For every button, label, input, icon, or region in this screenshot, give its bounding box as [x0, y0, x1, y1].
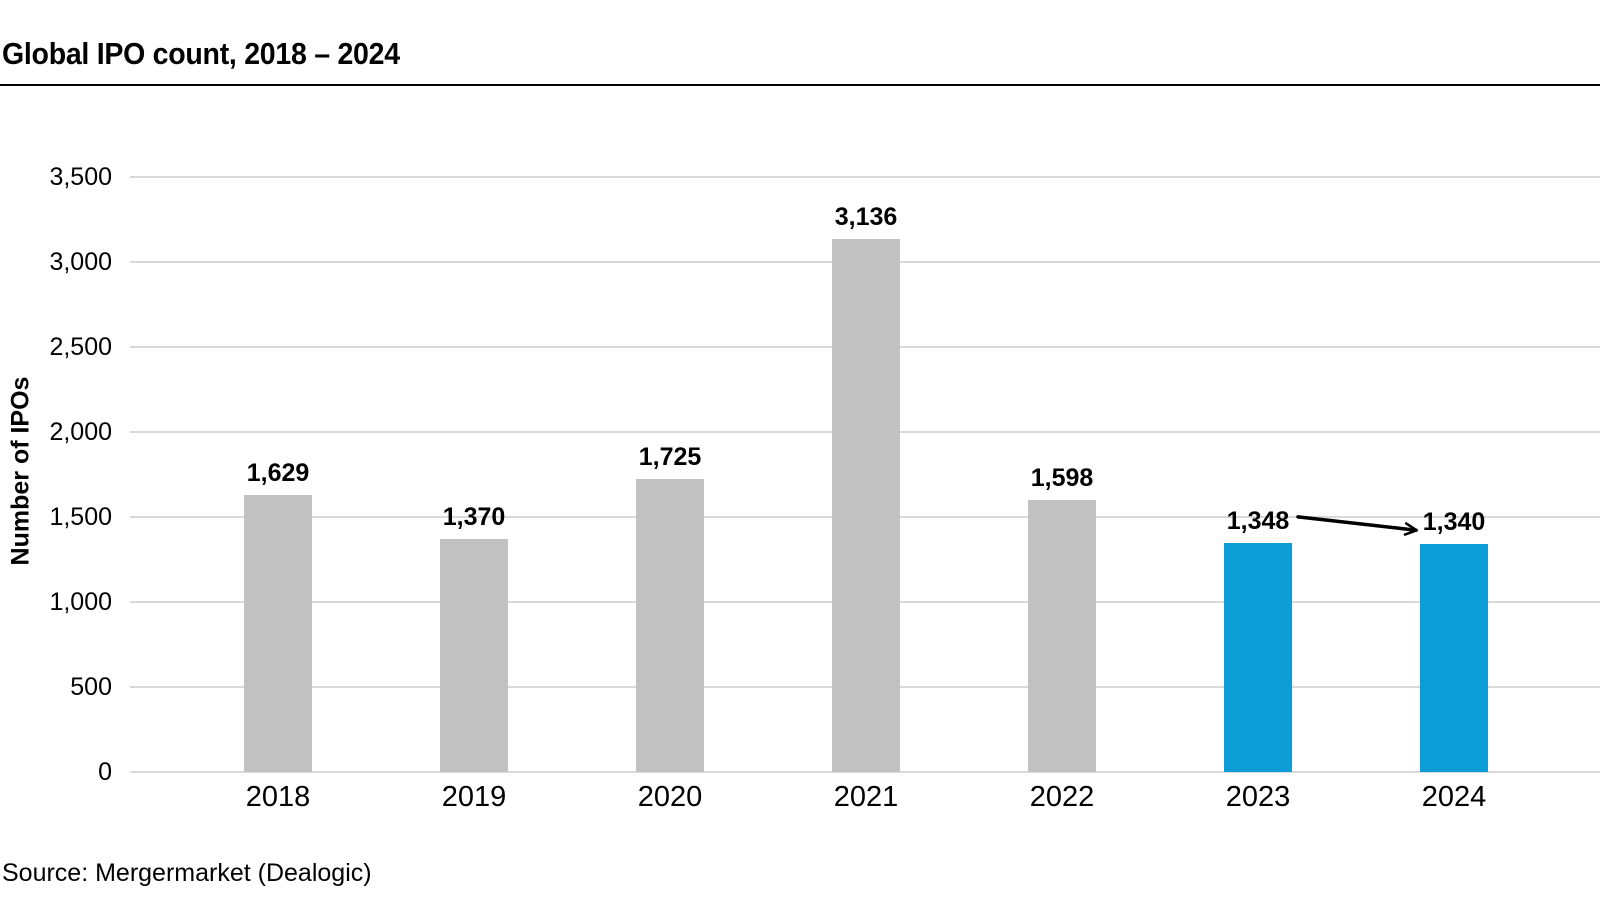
x-axis-tick-label: 2018 — [245, 781, 311, 813]
bar-2018 — [244, 495, 312, 772]
grid-line — [130, 771, 1600, 773]
bar-value-label: 3,136 — [834, 202, 898, 231]
grid-line — [130, 176, 1600, 178]
bar-2019 — [440, 539, 508, 772]
bar-value-label: 1,348 — [1226, 506, 1290, 535]
y-axis-tick-label: 3,000 — [49, 248, 112, 276]
bar-value-label: 1,725 — [638, 442, 702, 471]
x-axis-tick-label: 2024 — [1421, 781, 1487, 813]
x-axis-tick-label: 2023 — [1225, 781, 1291, 813]
y-axis-tick-label: 3,500 — [49, 163, 112, 191]
bar-value-label: 1,598 — [1030, 464, 1094, 493]
bar-2020 — [636, 478, 704, 772]
bar-value-label: 1,370 — [442, 503, 506, 532]
y-axis-tick-label: 2,000 — [49, 418, 112, 446]
y-axis-tick-label: 1,500 — [49, 503, 112, 531]
x-axis-tick-label: 2022 — [1029, 781, 1095, 813]
bar-value-label: 1,340 — [1422, 508, 1486, 537]
bar-2024 — [1420, 544, 1488, 772]
x-axis-tick-label: 2021 — [833, 781, 899, 813]
bar-2022 — [1028, 500, 1096, 772]
x-axis-tick-label: 2020 — [637, 781, 703, 813]
bar-2023 — [1224, 542, 1292, 772]
x-axis-tick-label: 2019 — [441, 781, 507, 813]
source-note: Source: Mergermarket (Dealogic) — [2, 859, 372, 887]
title-divider-line — [0, 84, 1600, 86]
y-axis-tick-label: 1,000 — [49, 588, 112, 616]
chart-title: Global IPO count, 2018 – 2024 — [2, 36, 400, 71]
bar-2021 — [832, 238, 900, 772]
y-axis-title: Number of IPOs — [6, 376, 35, 566]
bar-value-label: 1,629 — [246, 459, 310, 488]
y-axis-tick-label: 0 — [98, 758, 112, 786]
y-axis-tick-label: 2,500 — [49, 333, 112, 361]
y-axis-tick-label: 500 — [70, 673, 112, 701]
